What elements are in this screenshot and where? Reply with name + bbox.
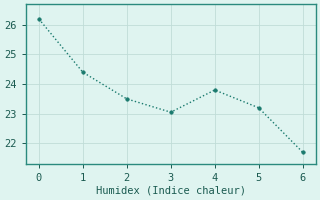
X-axis label: Humidex (Indice chaleur): Humidex (Indice chaleur): [96, 186, 246, 196]
